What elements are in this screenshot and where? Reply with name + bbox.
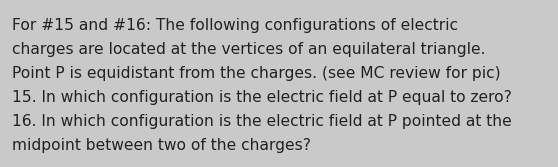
- Text: For #15 and #16: The following configurations of electric: For #15 and #16: The following configura…: [12, 18, 458, 33]
- Text: 15. In which configuration is the electric field at P equal to zero?: 15. In which configuration is the electr…: [12, 90, 512, 105]
- Text: charges are located at the vertices of an equilateral triangle.: charges are located at the vertices of a…: [12, 42, 485, 57]
- Text: 16. In which configuration is the electric field at P pointed at the: 16. In which configuration is the electr…: [12, 114, 512, 129]
- Text: midpoint between two of the charges?: midpoint between two of the charges?: [12, 138, 311, 153]
- Text: Point P is equidistant from the charges. (see MC review for pic): Point P is equidistant from the charges.…: [12, 66, 501, 81]
